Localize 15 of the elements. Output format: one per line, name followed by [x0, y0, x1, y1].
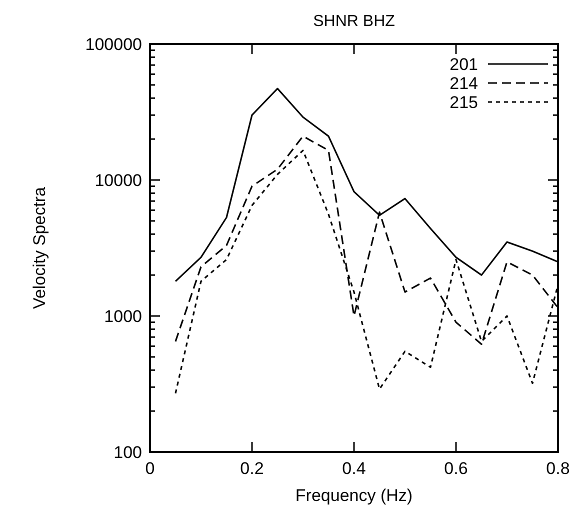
x-axis-title: Frequency (Hz) [295, 486, 413, 505]
x-tick-label: 0.2 [240, 459, 264, 478]
legend-label: 201 [450, 55, 478, 74]
y-tick-label: 1000 [104, 307, 142, 326]
y-tick-label: 100 [114, 443, 142, 462]
y-tick-label: 100000 [85, 35, 142, 54]
chart-title: SHNR BHZ [313, 13, 396, 30]
x-tick-label: 0.4 [342, 459, 366, 478]
legend-label: 215 [450, 93, 478, 112]
y-tick-label: 10000 [94, 171, 142, 190]
y-axis-title: Velocity Spectra [30, 186, 49, 309]
x-tick-label: 0.8 [546, 459, 570, 478]
legend-label: 214 [450, 74, 478, 93]
x-tick-label: 0.6 [444, 459, 468, 478]
x-tick-label: 0 [145, 459, 155, 478]
